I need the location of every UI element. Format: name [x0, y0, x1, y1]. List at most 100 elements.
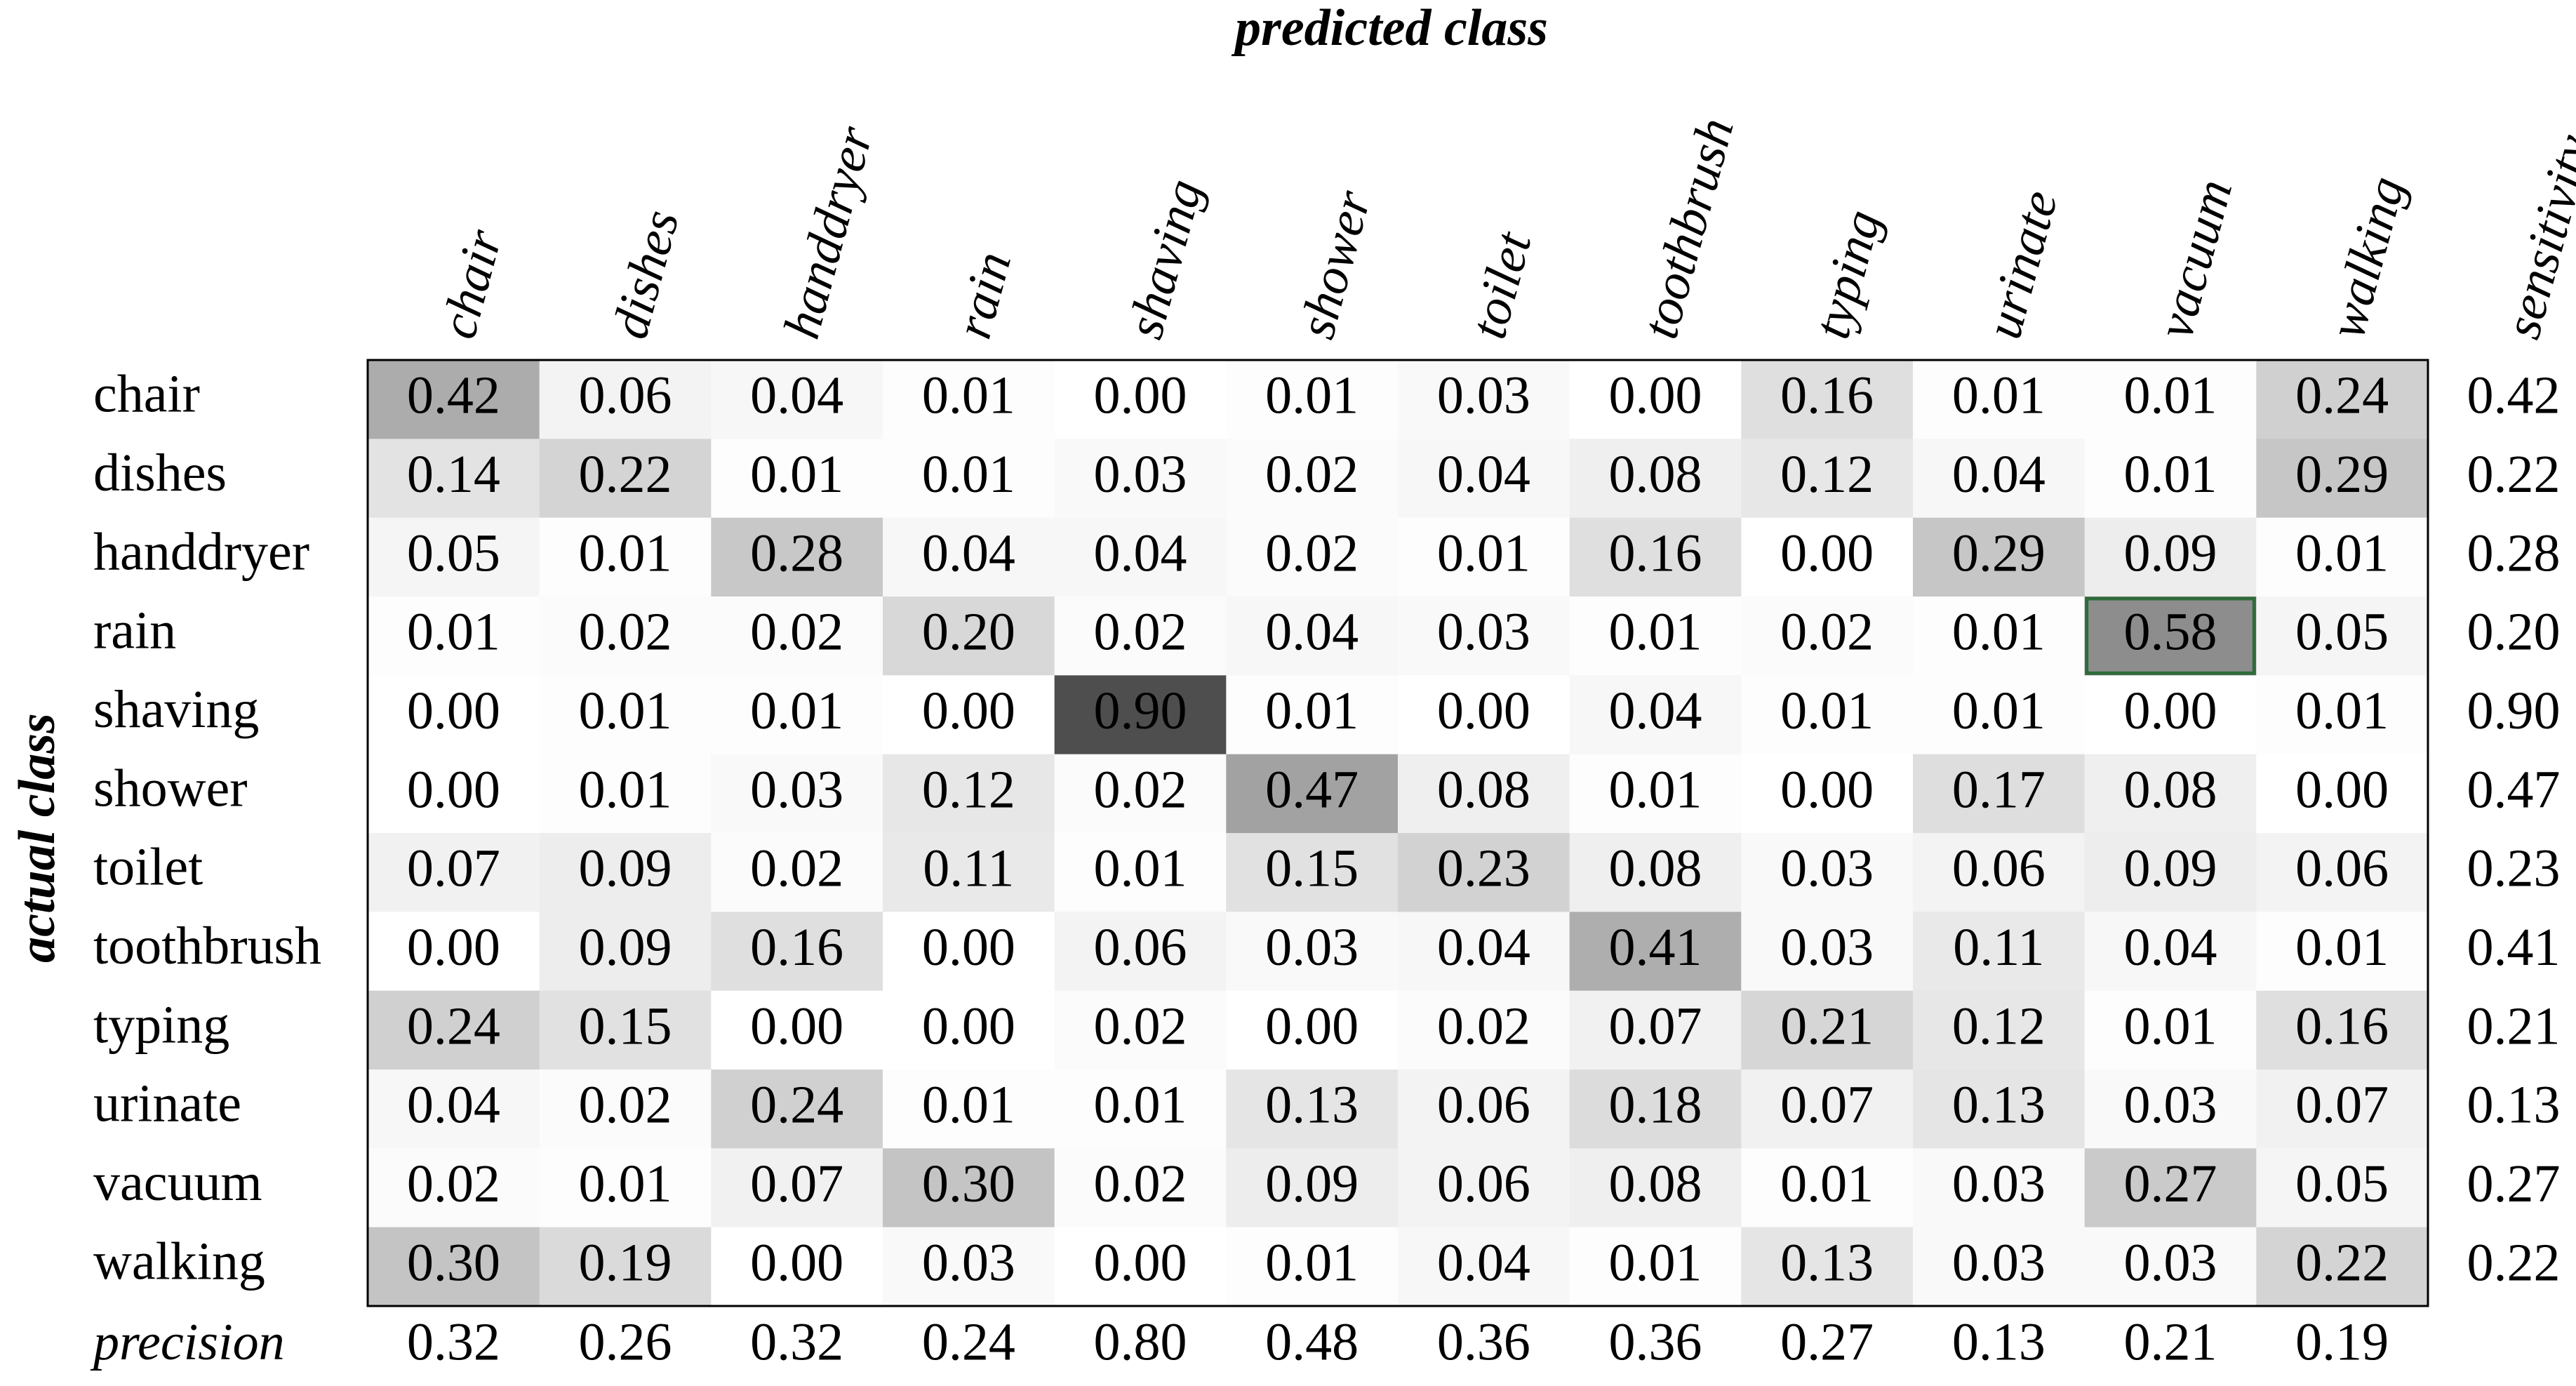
cell-label: 0.02 [1265, 445, 1359, 504]
cell [883, 517, 1055, 597]
cell-label: 0.29 [1952, 524, 2046, 582]
cell [1913, 517, 2086, 597]
cell-label: 0.01 [579, 524, 672, 582]
cell-label: 0.04 [1437, 1233, 1530, 1292]
cell-label: 0.04 [1094, 524, 1187, 582]
cell [1054, 517, 1227, 597]
cell-label: 0.03 [1780, 918, 1874, 977]
cell-label: 0.03 [1265, 918, 1359, 977]
cell [539, 517, 712, 597]
cell-label: 0.05 [407, 524, 500, 582]
cell-label: 0.02 [407, 1154, 500, 1213]
cell-label: 0.06 [1437, 1154, 1530, 1213]
cell [2084, 912, 2257, 992]
cell [1054, 597, 1227, 676]
row-label: walking [93, 1232, 265, 1291]
row-label: shower [93, 759, 248, 818]
cell-label: 0.01 [1952, 603, 2046, 662]
row-label: toilet [93, 838, 203, 897]
cell [1569, 754, 1742, 834]
cell [1741, 1227, 1914, 1307]
cell-label: 0.01 [1609, 603, 1702, 662]
cell-label: 0.00 [1265, 997, 1359, 1055]
sensitivity-value: 0.28 [2467, 524, 2561, 582]
cell [368, 754, 540, 834]
cell [1913, 1070, 2086, 1149]
sensitivity-value: 0.41 [2467, 918, 2561, 977]
cell [1226, 517, 1399, 597]
cell-label: 0.08 [1609, 1154, 1702, 1213]
cell [711, 1148, 883, 1228]
cell-label: 0.01 [1437, 524, 1530, 582]
precision-value: 0.36 [1609, 1312, 1702, 1371]
cell-label: 0.28 [750, 524, 843, 582]
cell-label: 0.02 [750, 839, 843, 898]
row-label: dishes [93, 444, 227, 502]
cell [2256, 597, 2429, 676]
cell [1054, 833, 1227, 912]
cell [2084, 754, 2257, 834]
cell [1741, 990, 1914, 1070]
cell [1741, 675, 1914, 755]
cell-label: 0.02 [750, 603, 843, 662]
row-label: rain [93, 601, 176, 660]
cell [1569, 675, 1742, 755]
cell-label: 0.02 [579, 1076, 672, 1135]
row-label: chair [93, 365, 200, 424]
cell-label: 0.30 [922, 1154, 1015, 1213]
cell-label: 0.00 [1094, 1233, 1187, 1292]
cell [539, 360, 712, 439]
cell [539, 675, 712, 755]
cell-label: 0.03 [2124, 1233, 2217, 1292]
cell [539, 833, 712, 912]
cell-label: 0.03 [2124, 1076, 2217, 1135]
cell-label: 0.29 [2295, 445, 2389, 504]
sensitivity-value: 0.21 [2467, 997, 2561, 1055]
cell-label: 0.04 [750, 366, 843, 425]
column-label: handdryer [773, 120, 884, 345]
cell-label: 0.03 [1094, 445, 1187, 504]
precision-value: 0.32 [407, 1312, 500, 1371]
cell-label: 0.03 [1437, 603, 1530, 662]
cell [368, 597, 540, 676]
cell [1913, 675, 2086, 755]
cell [2084, 597, 2257, 676]
cell [711, 675, 883, 755]
precision-value: 0.36 [1437, 1312, 1530, 1371]
cell [711, 360, 883, 439]
cell-label: 0.21 [1780, 997, 1874, 1055]
cell-label: 0.01 [1780, 1154, 1874, 1213]
cell-label: 0.02 [1437, 997, 1530, 1055]
sensitivity-value: 0.47 [2467, 760, 2561, 819]
cell [1054, 360, 1227, 439]
cell-label: 0.01 [922, 1076, 1015, 1135]
cell [2084, 833, 2257, 912]
cell-label: 0.12 [1780, 445, 1874, 504]
cell-label: 0.06 [1952, 839, 2046, 898]
cell [1398, 675, 1570, 755]
sensitivity-value: 0.23 [2467, 839, 2561, 898]
cell-label: 0.23 [1437, 839, 1530, 898]
sensitivity-value: 0.22 [2467, 1233, 2561, 1292]
sensitivity-value: 0.42 [2467, 366, 2561, 425]
cell [1741, 439, 1914, 519]
cell [368, 833, 540, 912]
cell-label: 0.16 [1609, 524, 1702, 582]
cell [2084, 990, 2257, 1070]
cell [883, 912, 1055, 992]
cell-label: 0.00 [407, 918, 500, 977]
cell [2084, 1148, 2257, 1228]
cell-label: 0.16 [2295, 997, 2389, 1055]
column-label: rain [945, 246, 1022, 344]
cell [1913, 833, 2086, 912]
cell-label: 0.24 [2295, 366, 2389, 425]
cell-label: 0.42 [407, 366, 500, 425]
cell [1741, 360, 1914, 439]
cell [1569, 912, 1742, 992]
row-label: vacuum [93, 1153, 262, 1212]
cell [1054, 754, 1227, 834]
cell [1398, 754, 1570, 834]
column-label: typing [1803, 204, 1892, 345]
sensitivity-value: 0.90 [2467, 681, 2561, 740]
